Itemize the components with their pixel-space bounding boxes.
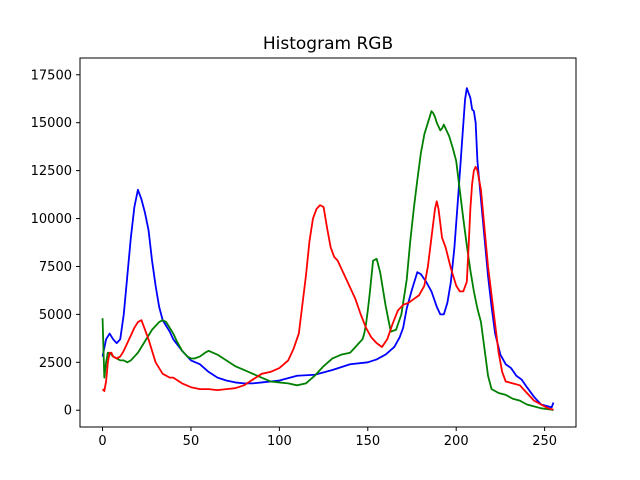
y-tick-label: 0 — [64, 404, 72, 419]
series-line-1 — [101, 110, 554, 412]
x-tick-label: 50 — [183, 434, 200, 449]
y-tick-label: 12500 — [31, 164, 72, 179]
y-tick-label: 10000 — [31, 212, 72, 227]
chart-title: Histogram RGB — [263, 34, 393, 54]
y-tick-label: 7500 — [39, 260, 72, 275]
x-tick-label: 150 — [355, 434, 380, 449]
y-tick-label: 2500 — [39, 356, 72, 371]
x-tick-label: 250 — [532, 434, 557, 449]
series-layer — [101, 87, 555, 412]
series-line-2 — [101, 165, 554, 411]
y-tick-label: 15000 — [31, 116, 72, 131]
x-tick-label: 0 — [98, 434, 106, 449]
series-line-0 — [101, 87, 555, 409]
y-tick-label: 5000 — [39, 308, 72, 323]
x-tick-label: 200 — [444, 434, 469, 449]
plot-frame — [79, 57, 577, 428]
x-tick-label: 100 — [267, 434, 292, 449]
y-tick-label: 17500 — [31, 68, 72, 83]
axes-layer: 0 50 100 150 200 2500250050007500100001250015… — [31, 68, 557, 449]
